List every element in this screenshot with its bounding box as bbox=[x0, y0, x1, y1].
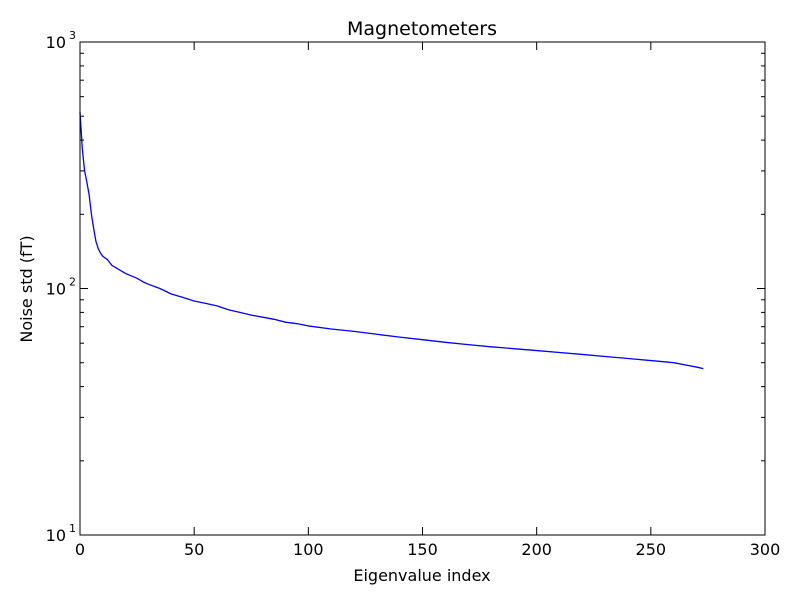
y-axis-label: Noise std (fT) bbox=[17, 235, 36, 342]
y-tick-label: 10 bbox=[46, 280, 66, 299]
chart-title: Magnetometers bbox=[347, 18, 497, 40]
x-tick-label: 250 bbox=[636, 540, 667, 559]
y-tick-label: 10 bbox=[46, 526, 66, 545]
x-axis-label: Eigenvalue index bbox=[353, 566, 490, 585]
x-tick-label: 0 bbox=[75, 540, 85, 559]
x-tick-label: 300 bbox=[750, 540, 781, 559]
series-line-0 bbox=[79, 111, 704, 370]
y-tick-label-exponent: 3 bbox=[69, 29, 76, 42]
y-tick-label: 10 bbox=[46, 33, 66, 52]
x-tick-label: 200 bbox=[521, 540, 552, 559]
x-tick-label: 50 bbox=[184, 540, 204, 559]
x-tick-label: 150 bbox=[407, 540, 438, 559]
x-tick-label: 100 bbox=[293, 540, 324, 559]
y-tick-label-exponent: 2 bbox=[69, 276, 76, 289]
y-tick-label-exponent: 1 bbox=[69, 522, 76, 535]
